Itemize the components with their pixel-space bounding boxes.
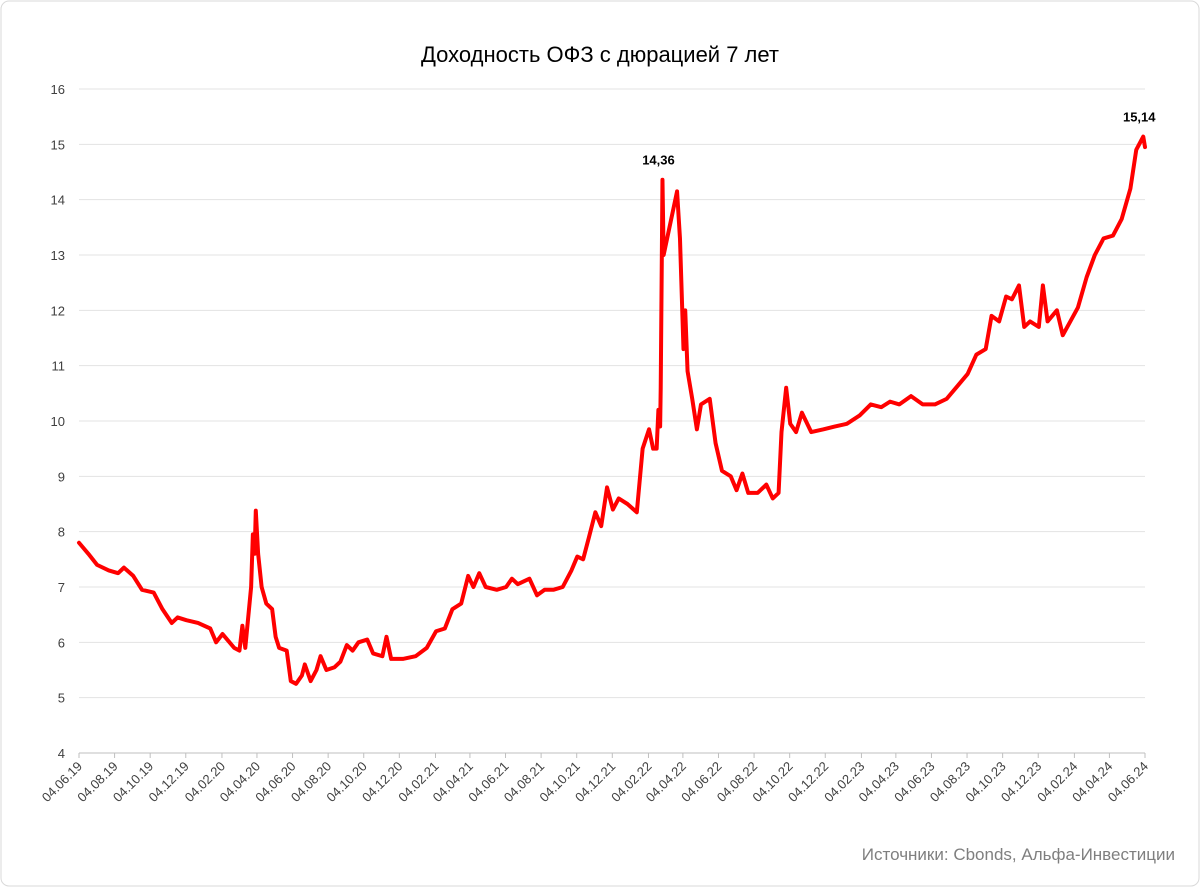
y-tick-label: 9 — [58, 469, 65, 484]
data-label: 14,36 — [642, 153, 675, 168]
source-note: Источники: Cbonds, Альфа-Инвестиции — [862, 845, 1175, 864]
y-tick-label: 15 — [51, 137, 65, 152]
y-tick-label: 11 — [52, 359, 66, 374]
y-tick-label: 4 — [58, 746, 65, 761]
y-tick-label: 10 — [51, 414, 65, 429]
y-tick-label: 6 — [58, 635, 65, 650]
y-tick-label: 12 — [51, 303, 65, 318]
y-tick-label: 13 — [51, 248, 65, 263]
data-label: 15,14 — [1123, 110, 1156, 125]
chart-title: Доходность ОФЗ с дюрацией 7 лет — [421, 42, 779, 67]
y-tick-label: 8 — [58, 525, 65, 540]
y-tick-label: 7 — [58, 580, 65, 595]
y-tick-label: 14 — [51, 193, 65, 208]
y-tick-label: 16 — [51, 82, 65, 97]
line-series — [77, 134, 1147, 686]
y-tick-label: 5 — [58, 691, 65, 706]
